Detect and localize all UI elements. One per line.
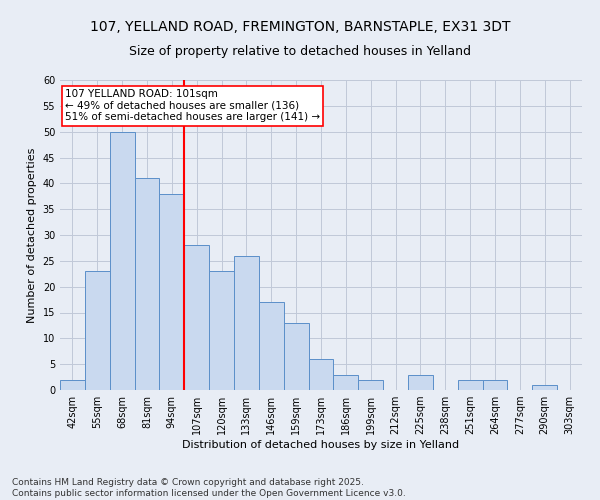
- Text: 107, YELLAND ROAD, FREMINGTON, BARNSTAPLE, EX31 3DT: 107, YELLAND ROAD, FREMINGTON, BARNSTAPL…: [90, 20, 510, 34]
- Bar: [110, 132, 134, 390]
- Text: Contains HM Land Registry data © Crown copyright and database right 2025.
Contai: Contains HM Land Registry data © Crown c…: [12, 478, 406, 498]
- Bar: [134, 178, 160, 390]
- Y-axis label: Number of detached properties: Number of detached properties: [27, 148, 37, 322]
- Bar: [308, 359, 334, 390]
- Bar: [259, 302, 284, 390]
- Text: Size of property relative to detached houses in Yelland: Size of property relative to detached ho…: [129, 45, 471, 58]
- X-axis label: Distribution of detached houses by size in Yelland: Distribution of detached houses by size …: [182, 440, 460, 450]
- Bar: [358, 380, 383, 390]
- Bar: [532, 385, 557, 390]
- Bar: [60, 380, 85, 390]
- Bar: [482, 380, 508, 390]
- Bar: [458, 380, 482, 390]
- Text: 107 YELLAND ROAD: 101sqm
← 49% of detached houses are smaller (136)
51% of semi-: 107 YELLAND ROAD: 101sqm ← 49% of detach…: [65, 90, 320, 122]
- Bar: [85, 271, 110, 390]
- Bar: [408, 374, 433, 390]
- Bar: [209, 271, 234, 390]
- Bar: [234, 256, 259, 390]
- Bar: [160, 194, 184, 390]
- Bar: [284, 323, 308, 390]
- Bar: [184, 246, 209, 390]
- Bar: [334, 374, 358, 390]
